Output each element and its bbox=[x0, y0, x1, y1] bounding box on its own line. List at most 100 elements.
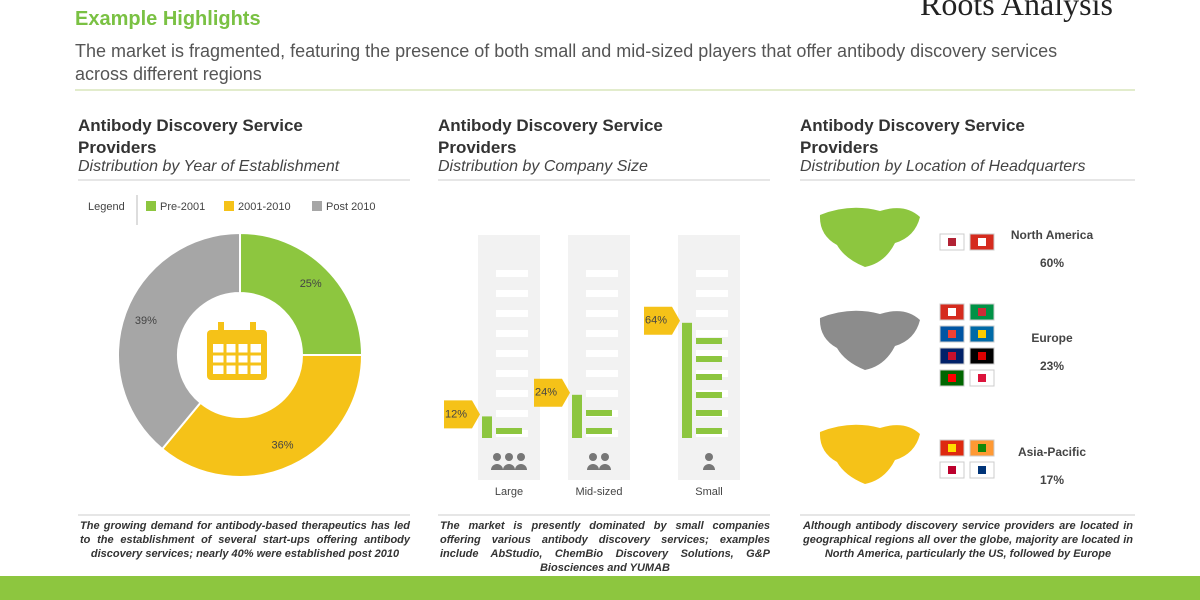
bar-tick bbox=[696, 356, 722, 362]
placeholder-line bbox=[586, 390, 618, 397]
placeholder-line bbox=[586, 350, 618, 357]
bar-tick bbox=[696, 338, 722, 344]
flag bbox=[978, 444, 986, 452]
page-subtitle: The market is fragmented, featuring the … bbox=[75, 41, 1058, 84]
footnote: The market is presently dominated by sma… bbox=[440, 520, 770, 574]
data-label: 39% bbox=[135, 315, 157, 327]
person-icon bbox=[601, 453, 609, 461]
placeholder-line bbox=[696, 310, 728, 317]
flag bbox=[948, 374, 956, 382]
flag bbox=[948, 330, 956, 338]
person-icon bbox=[515, 464, 527, 470]
bar-tick bbox=[696, 428, 722, 434]
flag bbox=[978, 352, 986, 360]
region-map bbox=[819, 207, 920, 267]
person-icon bbox=[491, 464, 503, 470]
placeholder-line bbox=[586, 270, 618, 277]
legend-swatch bbox=[312, 201, 322, 211]
data-label: 25% bbox=[300, 278, 322, 290]
person-icon bbox=[705, 453, 713, 461]
flag bbox=[978, 330, 986, 338]
placeholder-line bbox=[496, 390, 528, 397]
page-title: Example Highlights bbox=[75, 8, 261, 30]
bar-tick bbox=[696, 392, 722, 398]
flag bbox=[978, 374, 986, 382]
data-label: 24% bbox=[535, 387, 557, 399]
region-map bbox=[819, 424, 920, 484]
donut-slice bbox=[117, 231, 241, 451]
panel-title: Antibody Discovery Service Providers bbox=[800, 116, 1025, 157]
region-name: Europe bbox=[1031, 331, 1073, 345]
placeholder-line bbox=[696, 330, 728, 337]
bar bbox=[482, 416, 492, 438]
legend-title: Legend bbox=[88, 201, 125, 213]
placeholder-line bbox=[496, 290, 528, 297]
bar-tick bbox=[496, 428, 522, 434]
placeholder-line bbox=[496, 310, 528, 317]
bar-tick bbox=[586, 410, 612, 416]
placeholder-line bbox=[696, 270, 728, 277]
bar bbox=[682, 322, 692, 438]
flag bbox=[948, 352, 956, 360]
person-icon bbox=[599, 464, 611, 470]
category-label: Small bbox=[695, 486, 723, 498]
data-label: 12% bbox=[445, 408, 467, 420]
panel-title: Antibody Discovery Service Providers bbox=[438, 116, 663, 157]
calendar-icon bbox=[207, 322, 267, 380]
panel-subtitle: Distribution by Year of Establishment bbox=[78, 158, 340, 175]
legend-swatch bbox=[224, 201, 234, 211]
data-label: 64% bbox=[645, 315, 667, 327]
person-icon bbox=[505, 453, 513, 461]
region-share: 17% bbox=[1040, 473, 1064, 487]
placeholder-line bbox=[696, 370, 728, 377]
placeholder-line bbox=[496, 410, 528, 417]
panel-subtitle: Distribution by Location of Headquarters bbox=[800, 158, 1086, 175]
footnote: Although antibody discovery service prov… bbox=[803, 520, 1133, 560]
placeholder-line bbox=[496, 270, 528, 277]
footer-bar bbox=[0, 576, 1200, 600]
region-map bbox=[819, 310, 920, 370]
flag bbox=[948, 444, 956, 452]
placeholder-line bbox=[586, 310, 618, 317]
person-icon bbox=[493, 453, 501, 461]
person-icon bbox=[587, 464, 599, 470]
legend-label: 2001-2010 bbox=[238, 201, 291, 213]
bar-tick bbox=[696, 374, 722, 380]
region-name: Asia-Pacific bbox=[1018, 445, 1086, 459]
flag bbox=[948, 466, 956, 474]
bar bbox=[572, 394, 582, 438]
placeholder-line bbox=[696, 290, 728, 297]
panel-title: Antibody Discovery Service Providers bbox=[78, 116, 303, 157]
value-tag bbox=[534, 378, 570, 407]
placeholder-line bbox=[586, 290, 618, 297]
person-icon bbox=[703, 464, 715, 470]
logo: Roots Analysis bbox=[920, 0, 1113, 22]
bar-tick bbox=[696, 410, 722, 416]
flag bbox=[948, 238, 956, 246]
value-tag bbox=[444, 400, 480, 429]
footnote: The growing demand for antibody-based th… bbox=[80, 520, 410, 560]
flag bbox=[978, 466, 986, 474]
flag bbox=[948, 308, 956, 316]
category-label: Mid-sized bbox=[575, 486, 622, 498]
legend-label: Pre-2001 bbox=[160, 201, 205, 213]
person-icon bbox=[589, 453, 597, 461]
placeholder-line bbox=[696, 350, 728, 357]
region-name: North America bbox=[1011, 228, 1094, 242]
region-share: 60% bbox=[1040, 256, 1064, 270]
flag bbox=[978, 238, 986, 246]
bar-tick bbox=[586, 428, 612, 434]
flag bbox=[978, 308, 986, 316]
placeholder-line bbox=[586, 370, 618, 377]
person-icon bbox=[517, 453, 525, 461]
legend-swatch bbox=[146, 201, 156, 211]
placeholder-line bbox=[496, 350, 528, 357]
category-label: Large bbox=[495, 486, 523, 498]
donut-slice bbox=[160, 354, 364, 478]
panel-subtitle: Distribution by Company Size bbox=[438, 158, 648, 175]
placeholder-line bbox=[496, 330, 528, 337]
donut-slice bbox=[239, 231, 364, 356]
region-share: 23% bbox=[1040, 359, 1064, 373]
